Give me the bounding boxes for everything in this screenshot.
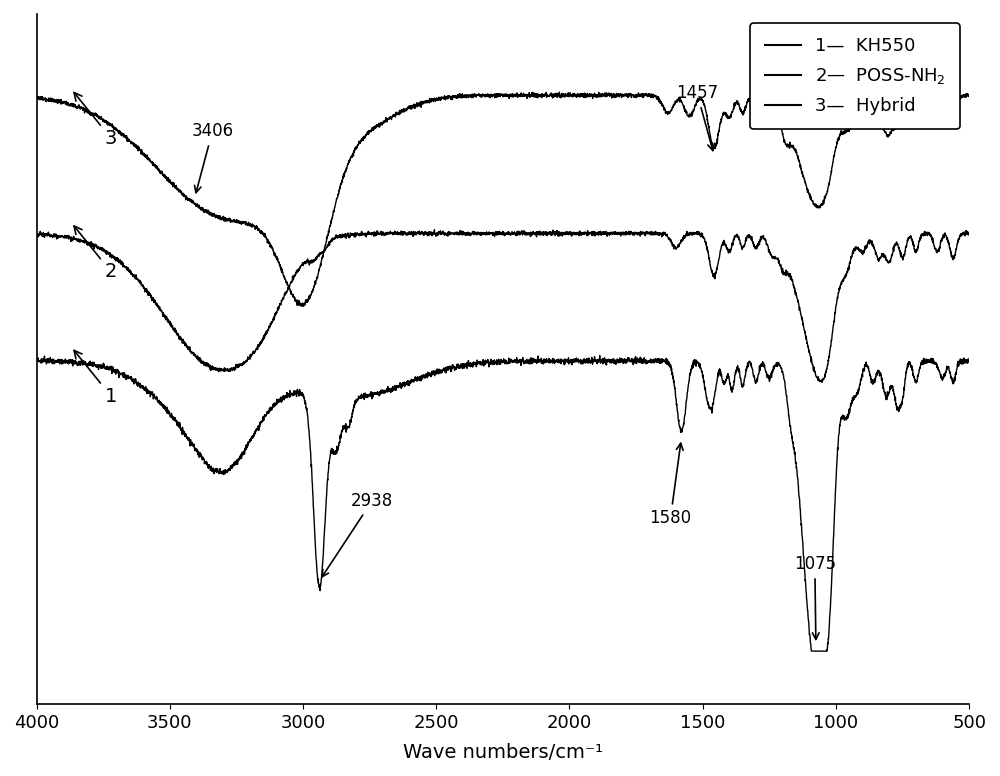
Text: 1457: 1457 (676, 85, 718, 151)
Text: 2938: 2938 (322, 492, 393, 577)
Text: 1075: 1075 (794, 556, 836, 639)
Legend: 1—  KH550, 2—  POSS-NH$_2$, 3—  Hybrid: 1— KH550, 2— POSS-NH$_2$, 3— Hybrid (750, 23, 960, 130)
Text: 1: 1 (74, 351, 117, 406)
Text: 1580: 1580 (649, 443, 691, 528)
Text: 2: 2 (74, 226, 117, 282)
X-axis label: Wave numbers/cm⁻¹: Wave numbers/cm⁻¹ (403, 743, 603, 762)
Text: 3: 3 (74, 92, 117, 148)
Text: 3406: 3406 (191, 123, 233, 192)
